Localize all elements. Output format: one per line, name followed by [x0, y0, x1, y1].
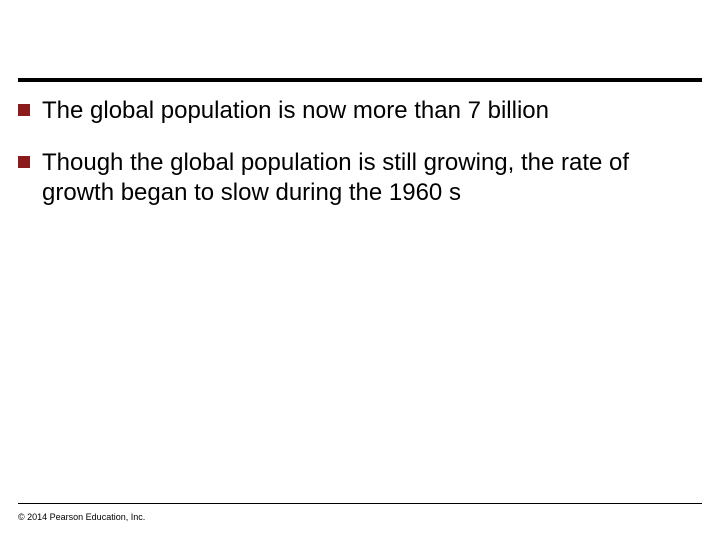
- bullet-list: The global population is now more than 7…: [18, 96, 690, 230]
- copyright-text: © 2014 Pearson Education, Inc.: [18, 512, 145, 522]
- square-bullet-icon: [18, 104, 30, 116]
- slide: The global population is now more than 7…: [0, 0, 720, 540]
- bullet-text: The global population is now more than 7…: [42, 96, 690, 126]
- bullet-text: Though the global population is still gr…: [42, 148, 690, 208]
- list-item: Though the global population is still gr…: [18, 148, 690, 208]
- square-bullet-icon: [18, 156, 30, 168]
- bottom-divider: [18, 503, 702, 504]
- list-item: The global population is now more than 7…: [18, 96, 690, 126]
- top-divider: [18, 78, 702, 82]
